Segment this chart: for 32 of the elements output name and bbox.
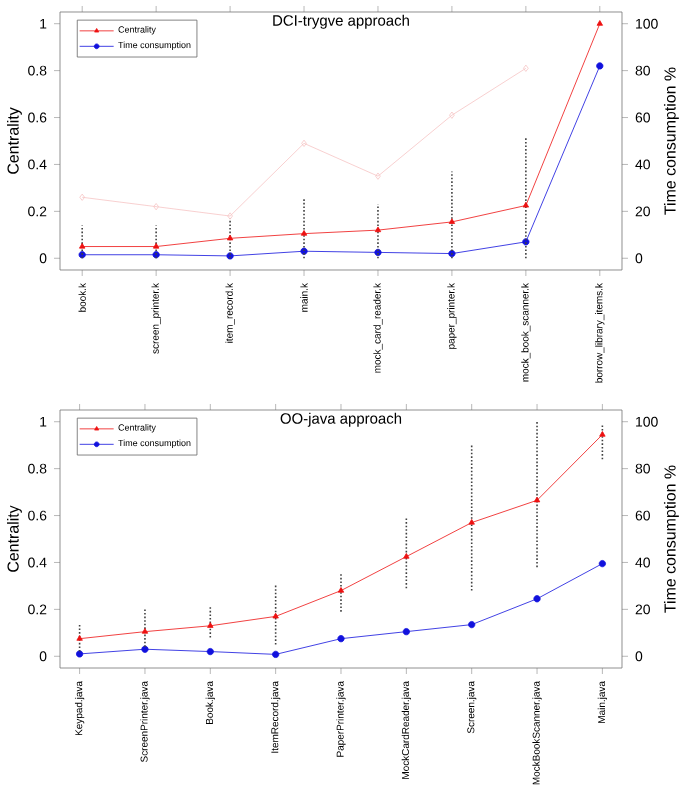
point bbox=[300, 230, 308, 236]
point bbox=[468, 518, 475, 525]
point bbox=[403, 553, 410, 559]
point bbox=[533, 595, 541, 603]
point bbox=[337, 587, 345, 593]
point bbox=[141, 645, 149, 653]
point bbox=[227, 212, 233, 220]
point bbox=[598, 560, 606, 568]
point bbox=[301, 139, 307, 147]
point bbox=[226, 234, 234, 241]
point bbox=[596, 20, 603, 26]
point bbox=[337, 635, 345, 643]
point bbox=[141, 628, 149, 634]
point bbox=[153, 203, 159, 211]
point bbox=[375, 172, 381, 180]
point bbox=[76, 635, 83, 641]
point bbox=[449, 111, 455, 119]
point bbox=[448, 218, 456, 224]
point bbox=[207, 622, 214, 628]
point bbox=[272, 612, 279, 619]
point bbox=[272, 650, 280, 658]
point bbox=[79, 242, 86, 249]
point bbox=[468, 621, 476, 629]
point bbox=[599, 431, 606, 437]
point bbox=[402, 628, 410, 636]
point bbox=[152, 242, 160, 249]
point bbox=[522, 201, 530, 208]
point bbox=[374, 226, 382, 233]
point bbox=[533, 496, 541, 503]
point bbox=[596, 62, 604, 70]
point bbox=[206, 647, 214, 656]
point bbox=[76, 650, 84, 658]
